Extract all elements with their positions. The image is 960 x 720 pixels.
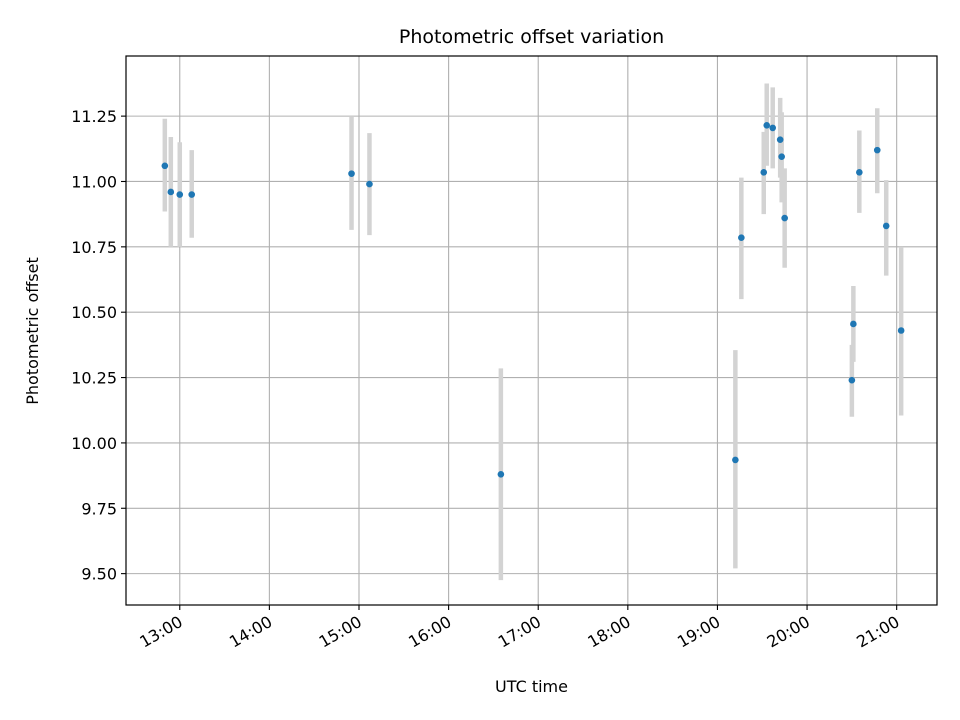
data-point — [188, 191, 196, 198]
y-tick-label: 10.50 — [71, 303, 117, 322]
data-point — [882, 222, 890, 230]
data-point — [848, 376, 856, 384]
y-axis-title: Photometric offset — [23, 257, 42, 405]
y-tick-label: 11.25 — [71, 107, 117, 126]
data-point — [763, 121, 771, 129]
data-point — [776, 136, 784, 143]
data-point — [873, 146, 881, 154]
data-point — [897, 327, 905, 334]
plot-frame — [125, 55, 938, 606]
grid-lines — [126, 56, 937, 605]
data-point — [778, 153, 785, 160]
y-axis-ticks: 9.50 9.75 10.00 10.25 10.50 10.75 11.00 11.25 — [71, 107, 126, 584]
data-point — [161, 162, 169, 170]
data-point — [760, 169, 768, 176]
data-point — [850, 320, 857, 328]
y-tick-label: 10.25 — [71, 369, 117, 388]
chart-title: Photometric offset variation — [399, 26, 664, 48]
data-point — [732, 456, 739, 464]
y-tick-label: 10.75 — [71, 238, 117, 257]
data-point — [781, 214, 788, 222]
data-point — [176, 191, 184, 198]
data-points — [161, 121, 905, 478]
y-tick-label: 9.75 — [81, 499, 117, 518]
y-tick-label: 11.00 — [71, 172, 117, 191]
x-axis-title: UTC time — [495, 677, 568, 696]
data-point — [348, 170, 355, 177]
data-point — [856, 169, 863, 176]
data-point — [167, 188, 175, 196]
data-point — [366, 180, 373, 188]
data-point — [738, 234, 745, 241]
y-tick-label: 10.00 — [71, 434, 117, 453]
data-point — [497, 470, 505, 478]
data-point — [769, 124, 777, 132]
y-tick-label: 9.50 — [81, 565, 117, 584]
